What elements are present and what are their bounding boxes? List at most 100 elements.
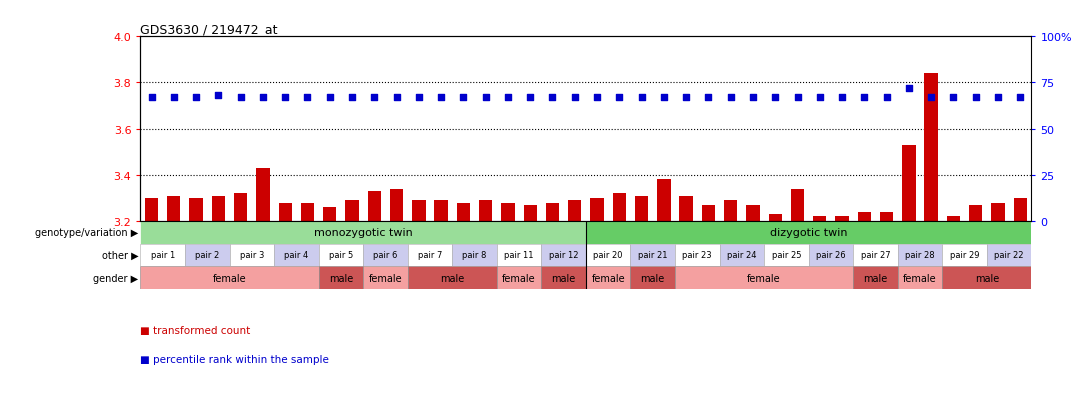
Bar bbox=[140, 244, 185, 266]
Bar bbox=[880, 212, 893, 221]
Text: female: female bbox=[903, 273, 936, 283]
Bar bbox=[407, 266, 497, 289]
Text: monozygotic twin: monozygotic twin bbox=[314, 228, 413, 238]
Point bbox=[610, 95, 627, 101]
Point bbox=[922, 95, 940, 101]
Point bbox=[477, 95, 495, 101]
Point bbox=[878, 95, 895, 101]
Bar bbox=[478, 201, 492, 221]
Point bbox=[366, 95, 383, 101]
Bar bbox=[897, 266, 942, 289]
Text: female: female bbox=[502, 273, 536, 283]
Bar bbox=[987, 244, 1031, 266]
Text: pair 3: pair 3 bbox=[240, 251, 264, 260]
Text: pair 29: pair 29 bbox=[949, 251, 980, 260]
Text: female: female bbox=[747, 273, 781, 283]
Point bbox=[210, 93, 227, 100]
Text: pair 20: pair 20 bbox=[593, 251, 623, 260]
Point bbox=[967, 95, 984, 101]
Bar bbox=[969, 205, 983, 221]
Point bbox=[410, 95, 428, 101]
Text: pair 8: pair 8 bbox=[462, 251, 487, 260]
Bar bbox=[585, 221, 1031, 244]
Point bbox=[1012, 95, 1029, 101]
Point bbox=[633, 95, 650, 101]
Bar bbox=[585, 244, 631, 266]
Bar bbox=[145, 199, 158, 221]
Point bbox=[254, 95, 271, 101]
Point bbox=[343, 95, 361, 101]
Point bbox=[855, 95, 873, 101]
Text: female: female bbox=[368, 273, 402, 283]
Bar bbox=[390, 189, 403, 221]
Bar bbox=[319, 266, 363, 289]
Text: pair 5: pair 5 bbox=[328, 251, 353, 260]
Bar bbox=[809, 244, 853, 266]
Point bbox=[811, 95, 828, 101]
Text: pair 25: pair 25 bbox=[771, 251, 801, 260]
Bar bbox=[1014, 199, 1027, 221]
Bar bbox=[541, 244, 585, 266]
Point bbox=[656, 95, 673, 101]
Bar bbox=[769, 215, 782, 221]
Text: gender ▶: gender ▶ bbox=[93, 273, 138, 283]
Bar bbox=[453, 244, 497, 266]
Bar bbox=[675, 244, 719, 266]
Bar bbox=[902, 145, 916, 221]
Text: pair 11: pair 11 bbox=[504, 251, 534, 260]
Bar bbox=[631, 244, 675, 266]
Bar bbox=[189, 199, 203, 221]
Bar bbox=[212, 196, 225, 221]
Bar bbox=[991, 203, 1004, 221]
Bar bbox=[501, 203, 515, 221]
Bar bbox=[140, 221, 585, 244]
Point bbox=[232, 95, 249, 101]
Bar bbox=[568, 201, 581, 221]
Point bbox=[388, 95, 405, 101]
Bar bbox=[457, 203, 470, 221]
Bar bbox=[635, 196, 648, 221]
Bar bbox=[413, 201, 426, 221]
Text: pair 7: pair 7 bbox=[418, 251, 442, 260]
Point bbox=[432, 95, 449, 101]
Text: pair 26: pair 26 bbox=[816, 251, 846, 260]
Bar bbox=[300, 203, 314, 221]
Point bbox=[143, 95, 160, 101]
Point bbox=[589, 95, 606, 101]
Text: pair 4: pair 4 bbox=[284, 251, 309, 260]
Bar bbox=[229, 244, 274, 266]
Point bbox=[767, 95, 784, 101]
Text: male: male bbox=[640, 273, 665, 283]
Bar bbox=[434, 201, 448, 221]
Bar bbox=[924, 74, 937, 221]
Point bbox=[566, 95, 583, 101]
Bar bbox=[319, 244, 363, 266]
Text: pair 23: pair 23 bbox=[683, 251, 712, 260]
Point bbox=[945, 95, 962, 101]
Point bbox=[321, 95, 338, 101]
Bar bbox=[702, 205, 715, 221]
Bar bbox=[765, 244, 809, 266]
Bar bbox=[346, 201, 359, 221]
Bar bbox=[367, 192, 381, 221]
Point bbox=[700, 95, 717, 101]
Bar bbox=[724, 201, 738, 221]
Bar bbox=[140, 266, 319, 289]
Text: male: male bbox=[441, 273, 464, 283]
Text: genotype/variation ▶: genotype/variation ▶ bbox=[35, 228, 138, 238]
Point bbox=[522, 95, 539, 101]
Text: GDS3630 / 219472_at: GDS3630 / 219472_at bbox=[140, 23, 278, 36]
Text: female: female bbox=[213, 273, 246, 283]
Point bbox=[723, 95, 740, 101]
Bar bbox=[791, 189, 805, 221]
Bar bbox=[591, 199, 604, 221]
Bar bbox=[279, 203, 292, 221]
Bar bbox=[497, 266, 541, 289]
Text: pair 2: pair 2 bbox=[195, 251, 219, 260]
Text: ■ transformed count: ■ transformed count bbox=[140, 325, 251, 335]
Bar bbox=[185, 244, 229, 266]
Point bbox=[499, 95, 516, 101]
Point bbox=[188, 95, 205, 101]
Bar bbox=[234, 194, 247, 221]
Point bbox=[299, 95, 316, 101]
